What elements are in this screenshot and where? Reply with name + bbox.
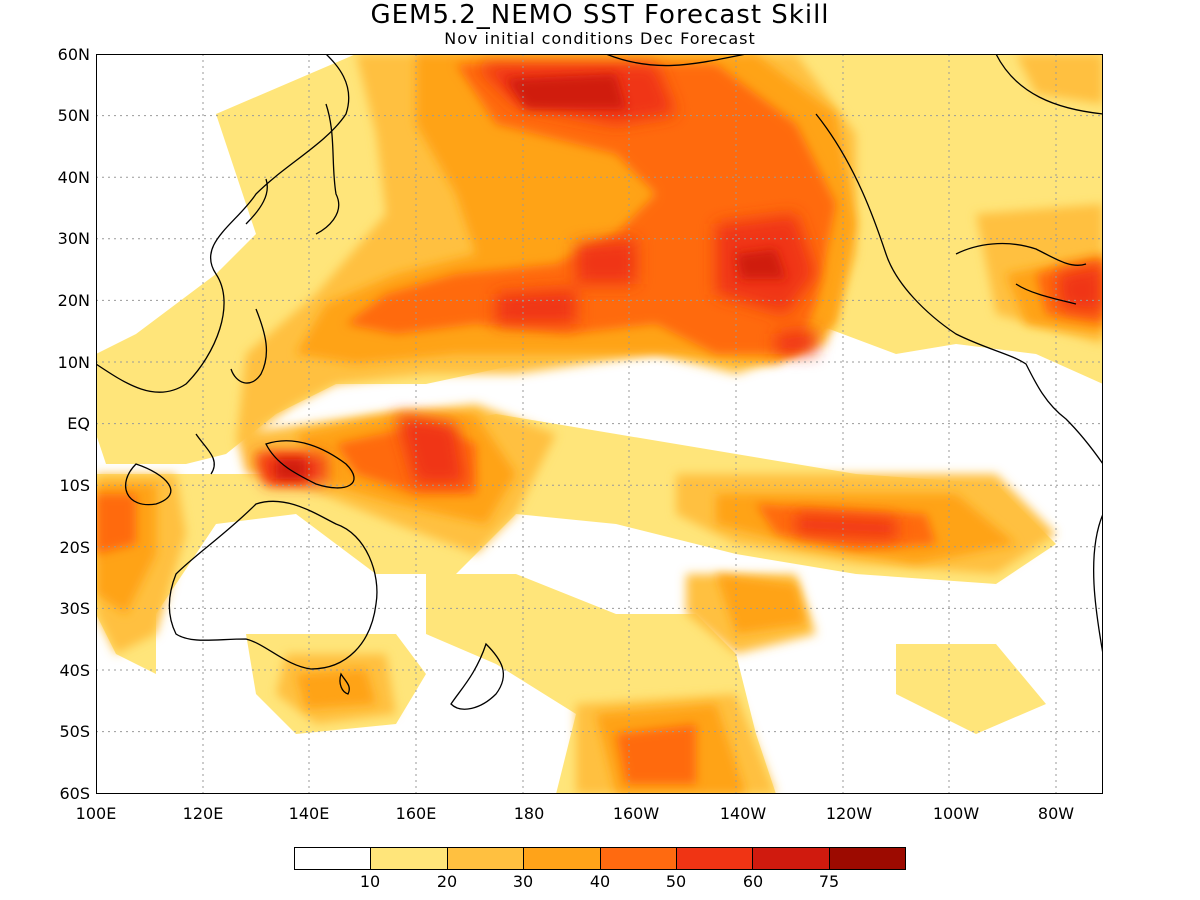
skill-level-60	[276, 74, 786, 479]
map-subtitle: Nov initial conditions Dec Forecast	[444, 29, 756, 48]
lat-label: 10N	[57, 353, 90, 372]
lat-label: 60S	[59, 784, 90, 803]
skill-field	[96, 54, 1103, 794]
lon-label: 140E	[288, 804, 330, 823]
lon-label: 120W	[825, 804, 873, 823]
colorbar-cell	[524, 848, 601, 869]
colorbar-cell	[600, 848, 677, 869]
colorbar-label: 10	[359, 872, 381, 891]
coastlines	[96, 54, 1103, 710]
lon-label: 80W	[1037, 804, 1075, 823]
lat-label: 50S	[59, 722, 90, 741]
lat-label: 10S	[59, 476, 90, 495]
lat-label: 30S	[59, 599, 90, 618]
colorbar-cell	[447, 848, 525, 869]
colorbar-label: 40	[589, 872, 611, 891]
colorbar-cell	[753, 848, 830, 869]
lat-label: 30N	[57, 229, 90, 248]
colorbar-label: 60	[742, 872, 764, 891]
lat-label: EQ	[67, 414, 90, 433]
colorbar-label: 75	[818, 872, 840, 891]
colorbar-label: 20	[436, 872, 458, 891]
lon-label: 140W	[719, 804, 767, 823]
lat-label: 20S	[59, 538, 90, 557]
lon-label: 100E	[75, 804, 117, 823]
map-title: GEM5.2_NEMO SST Forecast Skill	[370, 0, 830, 30]
lat-label: 40S	[59, 661, 90, 680]
colorbar	[294, 847, 906, 870]
lat-label: 60N	[57, 45, 90, 64]
lon-label: 100W	[932, 804, 980, 823]
colorbar-cell	[371, 848, 448, 869]
lon-label: 160W	[612, 804, 660, 823]
colorbar-label: 30	[512, 872, 534, 891]
forecast-skill-map	[96, 54, 1103, 794]
lat-label: 20N	[57, 291, 90, 310]
lon-label: 120E	[182, 804, 224, 823]
lat-label: 40N	[57, 168, 90, 187]
colorbar-label: 50	[665, 872, 687, 891]
lon-label: 180	[513, 804, 545, 823]
colorbar-cell	[676, 848, 754, 869]
colorbar-cell	[829, 848, 905, 869]
colorbar-cell	[295, 848, 372, 869]
lat-label: 50N	[57, 106, 90, 125]
lon-label: 160E	[395, 804, 437, 823]
